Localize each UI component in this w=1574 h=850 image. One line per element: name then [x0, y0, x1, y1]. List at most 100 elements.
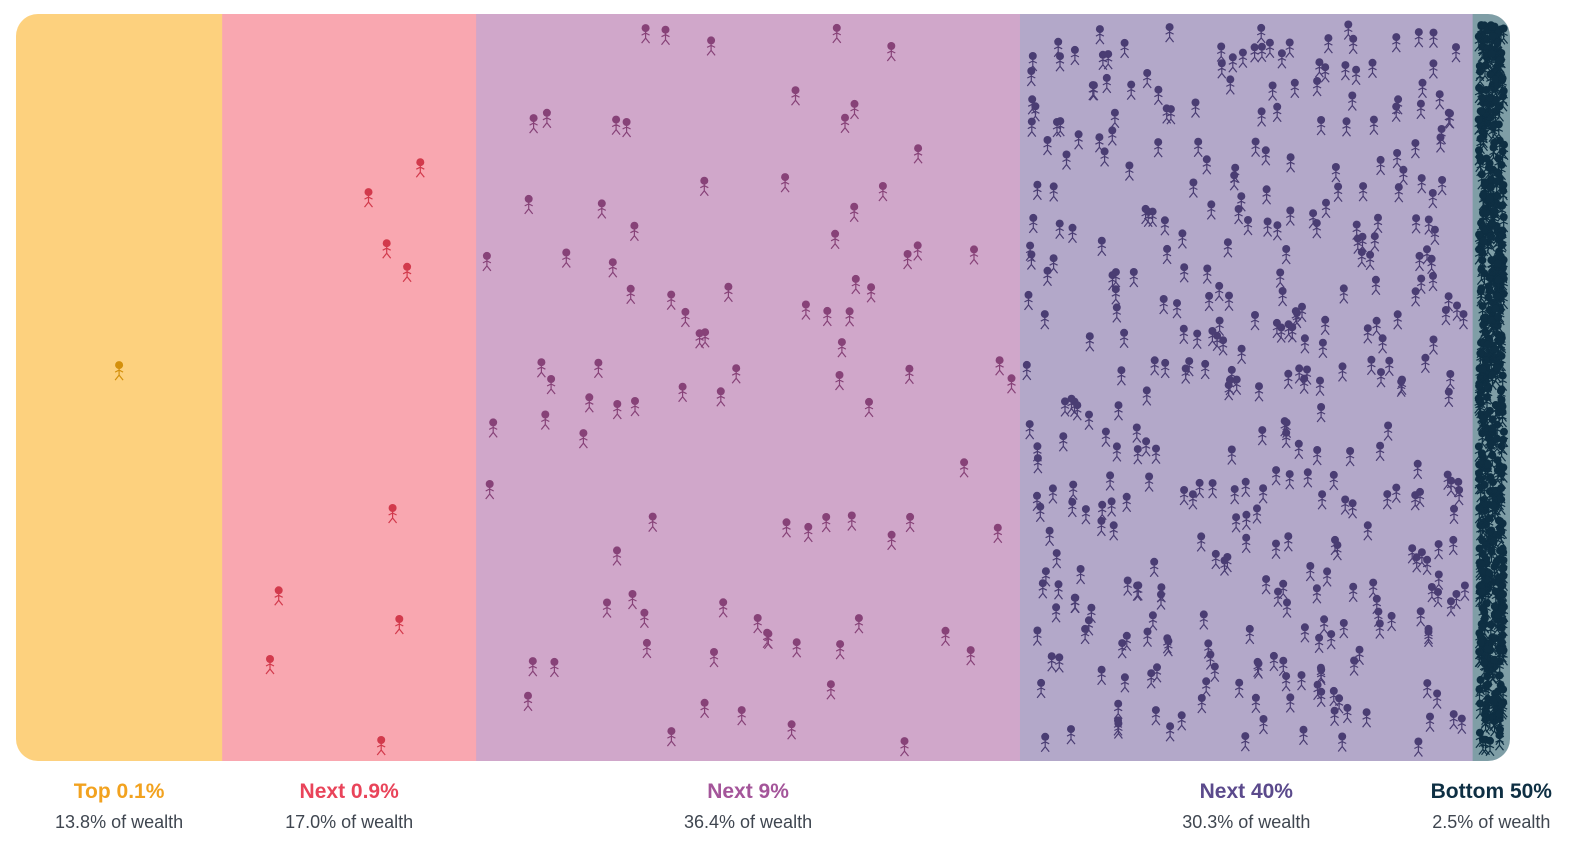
person-icon [905, 512, 915, 533]
person-icon [1382, 490, 1392, 510]
person-icon [1086, 603, 1096, 624]
person-icon [1410, 139, 1420, 159]
person-icon [536, 358, 546, 378]
person-icon [540, 410, 550, 430]
person-icon [1498, 371, 1508, 391]
person-icon [966, 646, 976, 666]
person-icon [1428, 189, 1438, 209]
person-icon [1278, 287, 1288, 307]
person-icon [1257, 426, 1267, 446]
person-icon [1038, 579, 1048, 599]
person-icon [1476, 287, 1486, 307]
person-icon [1429, 335, 1438, 355]
person-icon [1179, 263, 1189, 283]
person-icon [1476, 675, 1486, 696]
person-icon [1314, 633, 1324, 654]
wealth-share: 36.4% of wealth [684, 812, 813, 832]
person-icon [1498, 685, 1508, 705]
person-icon [913, 241, 923, 261]
person-icon [1445, 370, 1455, 390]
person-icon [1120, 38, 1130, 59]
person-icon [959, 458, 969, 478]
person-icon [1297, 671, 1306, 691]
person-icon [1070, 593, 1080, 614]
person-icon [1287, 323, 1297, 343]
person-icon [1166, 105, 1176, 125]
person-icon [1449, 710, 1459, 730]
person-icon [1117, 639, 1127, 659]
person-icon [835, 640, 845, 660]
person-icon [1370, 232, 1380, 252]
person-icon [1040, 732, 1050, 753]
person-icon [753, 614, 763, 634]
person-icon [1490, 75, 1500, 95]
person-icon [1493, 610, 1503, 631]
person-icon [1372, 316, 1382, 337]
person-icon [1312, 446, 1322, 466]
person-icon [1308, 209, 1318, 229]
person-icon [1384, 356, 1394, 377]
person-icon [1028, 52, 1038, 72]
person-icon [1347, 91, 1357, 111]
person-icon [1230, 485, 1240, 505]
group-label-next-9: Next 9% 36.4% of wealth [684, 778, 812, 836]
person-icon [1391, 33, 1401, 53]
person-icon [864, 397, 874, 418]
person-icon [1457, 714, 1467, 734]
person-icon [1417, 548, 1427, 568]
person-icon [1072, 401, 1082, 421]
person-icon [1413, 737, 1423, 757]
person-icon [628, 590, 637, 610]
person-icon [1499, 24, 1509, 44]
group-name: Top 0.1% [73, 780, 165, 803]
person-icon [1111, 285, 1121, 305]
person-icon [1487, 547, 1496, 567]
person-icon [1345, 447, 1355, 467]
person-icon [1368, 578, 1378, 598]
person-icon [1049, 182, 1059, 202]
person-icon [1199, 610, 1209, 630]
person-icon [1068, 223, 1077, 244]
person-icon [1191, 98, 1200, 118]
person-icon [1055, 52, 1065, 72]
person-icon [1314, 58, 1324, 78]
person-icon [680, 307, 690, 328]
band-top-0-1 [16, 14, 223, 761]
person-icon [1055, 219, 1065, 239]
person-icon [1429, 28, 1438, 48]
person-icon [1422, 555, 1432, 576]
person-icon [1391, 483, 1401, 503]
person-icon [1411, 214, 1421, 234]
person-icon [1241, 477, 1251, 498]
person-icon [1214, 281, 1224, 302]
person-icon [1152, 663, 1162, 683]
person-icon [1278, 656, 1288, 677]
person-icon [782, 518, 791, 538]
wealth-share: 30.3% of wealth [1182, 812, 1311, 832]
person-icon [1498, 564, 1508, 584]
person-icon [1218, 336, 1228, 356]
person-icon [1230, 163, 1240, 184]
person-icon [1476, 21, 1486, 41]
person-icon [1342, 703, 1352, 724]
person-icon [1498, 74, 1508, 94]
person-icon [1123, 576, 1133, 596]
person-icon [1060, 397, 1070, 417]
person-icon [1322, 567, 1332, 587]
person-icon [1446, 597, 1456, 617]
person-icon [1460, 581, 1470, 601]
person-icon [1051, 603, 1061, 623]
band-next-0-9 [222, 14, 477, 761]
person-icon [835, 371, 844, 391]
person-icon [1492, 363, 1502, 384]
person-icon [1114, 401, 1123, 421]
person-icon [1497, 590, 1506, 611]
person-icon [1474, 230, 1484, 250]
person-icon [626, 284, 636, 305]
person-icon [1486, 183, 1496, 204]
person-icon [1489, 143, 1498, 163]
person-icon [1107, 497, 1117, 517]
group-name: Next 40% [1199, 780, 1293, 803]
person-icon [1116, 366, 1126, 386]
group-label-next-40: Next 40% 30.3% of wealth [1182, 778, 1310, 836]
